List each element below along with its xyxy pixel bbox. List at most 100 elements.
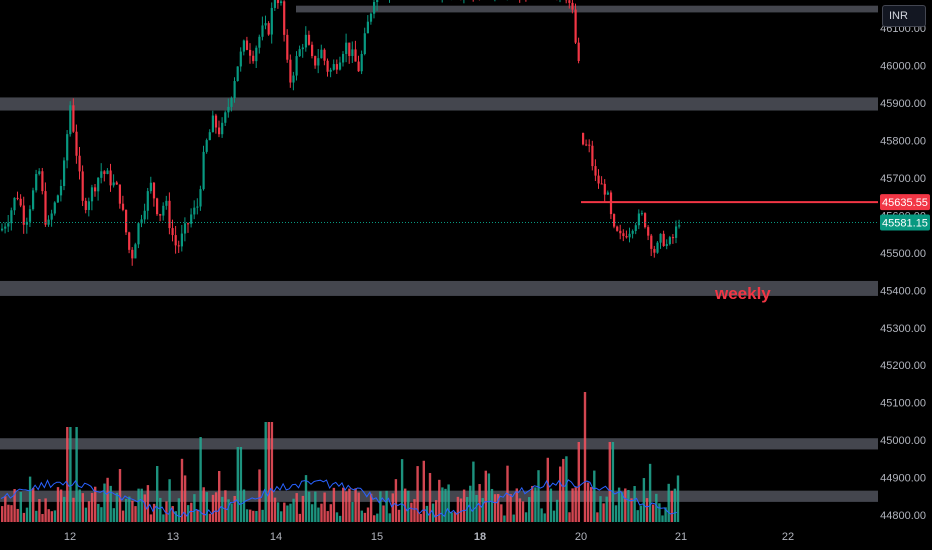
volume-bar (394, 479, 398, 522)
volume-bar (673, 488, 677, 522)
currency-button[interactable]: INR (882, 5, 926, 27)
price-tick-label: 44900.00 (880, 473, 926, 485)
volume-bar (214, 492, 218, 522)
price-tick-label: 45100.00 (880, 398, 926, 410)
candle-body (574, 9, 577, 43)
candle-body (366, 21, 369, 34)
candle-body (171, 228, 174, 236)
volume-bar (397, 509, 401, 522)
volume-bar (391, 493, 394, 522)
volume-bar (190, 502, 193, 522)
candle-body (137, 223, 140, 245)
candle-body (311, 44, 314, 57)
candle-body (131, 249, 134, 259)
candle-body (644, 213, 647, 228)
volume-bar (242, 489, 246, 522)
price-badge-label: 45581.15 (882, 217, 928, 229)
volume-bar (345, 491, 348, 522)
volume-bar (565, 456, 568, 522)
date-tick-label: 12 (64, 531, 76, 543)
candle-body (13, 197, 16, 211)
volume-bar (630, 498, 633, 522)
volume-bar (617, 487, 621, 522)
candle-body (594, 166, 597, 176)
volume-bar (555, 499, 559, 522)
date-axis: 12 13 14 15 18 20 21 22 (64, 531, 794, 543)
volume-bar (90, 492, 94, 522)
volume-bar (500, 504, 503, 522)
volume-bar (655, 493, 658, 522)
volume-bar (162, 514, 165, 522)
volume-bar (478, 484, 481, 522)
volume-bar (348, 488, 351, 522)
volume-bar (156, 466, 159, 522)
candle-body (81, 171, 84, 201)
volume-bar (326, 511, 329, 522)
candle-body (376, 0, 379, 3)
candle-body (180, 233, 183, 247)
candle-body (678, 225, 681, 227)
volume-bar (360, 510, 363, 522)
candle-body (156, 198, 159, 215)
volume-bar (357, 492, 360, 522)
candle-body (236, 66, 239, 82)
volume-bar (441, 487, 444, 522)
volume-bar (624, 488, 627, 522)
candle-body (112, 182, 115, 186)
volume-bar (667, 483, 670, 522)
price-tick-label: 45500.00 (880, 248, 926, 260)
candle-body (75, 131, 78, 156)
candle-body (53, 202, 56, 214)
candle-body (332, 64, 335, 70)
date-tick-label: 15 (371, 531, 383, 543)
candle-body (326, 60, 329, 72)
candle-body (280, 1, 283, 4)
candle-body (357, 61, 360, 72)
candle-body (143, 210, 146, 220)
volume-bar (180, 458, 184, 522)
volume-bar (7, 504, 10, 522)
volume-bar (648, 463, 652, 522)
volume-bar (447, 484, 450, 522)
volume-bar (400, 459, 404, 522)
volume-bar (152, 503, 156, 522)
volume-bar (258, 469, 261, 522)
volume-bar (109, 485, 112, 522)
candle-body (78, 155, 81, 172)
volume-bar (459, 498, 463, 522)
candle-body (264, 23, 267, 26)
volume-bar (373, 515, 376, 522)
candle-body (582, 133, 585, 145)
candle-body (640, 213, 644, 215)
volume-bar (413, 499, 416, 522)
candle-body (577, 42, 580, 61)
candle-body (591, 145, 594, 167)
candle-body (345, 42, 348, 54)
candle-body (35, 174, 38, 191)
candle-body (174, 235, 177, 246)
volume-bar (549, 488, 553, 522)
volume-bar (97, 503, 100, 522)
volume-bar (168, 479, 171, 522)
candle-body (653, 248, 656, 253)
volume-bar (546, 457, 549, 522)
price-badge (880, 214, 930, 231)
volume-bar (78, 489, 81, 522)
candle-body (221, 122, 224, 135)
volume-bar (183, 475, 187, 522)
volume-bar (193, 494, 196, 522)
candle-body (56, 195, 59, 203)
volume-bar (614, 505, 618, 522)
candle-body (283, 1, 286, 35)
volume-bar (230, 503, 233, 522)
volume-bar (338, 515, 342, 522)
volume-bar (295, 493, 298, 522)
candle-body (152, 182, 156, 199)
volume-bar (639, 505, 642, 522)
volume-bar (444, 488, 447, 522)
volume-bar (590, 487, 593, 522)
candle-body (619, 230, 622, 234)
volume-bar (56, 487, 60, 522)
candle-body (292, 75, 295, 83)
